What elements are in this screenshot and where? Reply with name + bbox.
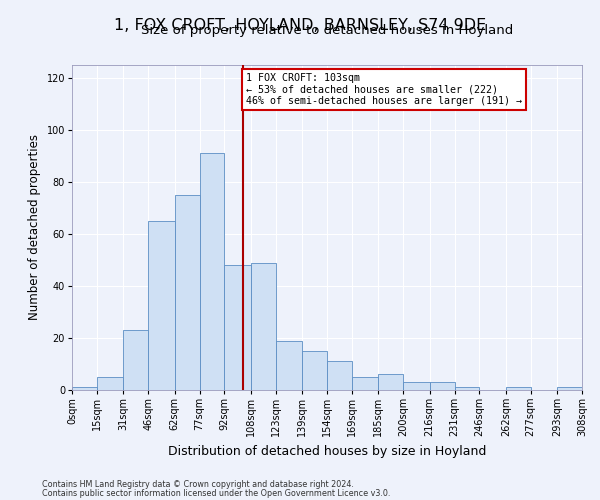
Bar: [455, 388, 479, 390]
Bar: [275, 340, 302, 390]
Bar: [72, 388, 97, 390]
Bar: [148, 221, 175, 390]
Bar: [251, 262, 275, 390]
Bar: [379, 374, 403, 390]
Bar: [124, 330, 148, 390]
Bar: [352, 377, 379, 390]
Bar: [175, 195, 199, 390]
Bar: [430, 382, 455, 390]
Text: 1, FOX CROFT, HOYLAND, BARNSLEY, S74 9DE: 1, FOX CROFT, HOYLAND, BARNSLEY, S74 9DE: [114, 18, 486, 32]
Bar: [199, 154, 224, 390]
Text: Contains public sector information licensed under the Open Government Licence v3: Contains public sector information licen…: [42, 489, 391, 498]
Text: Contains HM Land Registry data © Crown copyright and database right 2024.: Contains HM Land Registry data © Crown c…: [42, 480, 354, 489]
Bar: [327, 362, 352, 390]
Bar: [224, 265, 251, 390]
Bar: [302, 351, 327, 390]
Bar: [97, 377, 124, 390]
X-axis label: Distribution of detached houses by size in Hoyland: Distribution of detached houses by size …: [168, 445, 486, 458]
Y-axis label: Number of detached properties: Number of detached properties: [28, 134, 41, 320]
Bar: [403, 382, 430, 390]
Bar: [557, 388, 582, 390]
Title: Size of property relative to detached houses in Hoyland: Size of property relative to detached ho…: [141, 24, 513, 38]
Text: 1 FOX CROFT: 103sqm
← 53% of detached houses are smaller (222)
46% of semi-detac: 1 FOX CROFT: 103sqm ← 53% of detached ho…: [246, 73, 522, 106]
Bar: [506, 388, 530, 390]
